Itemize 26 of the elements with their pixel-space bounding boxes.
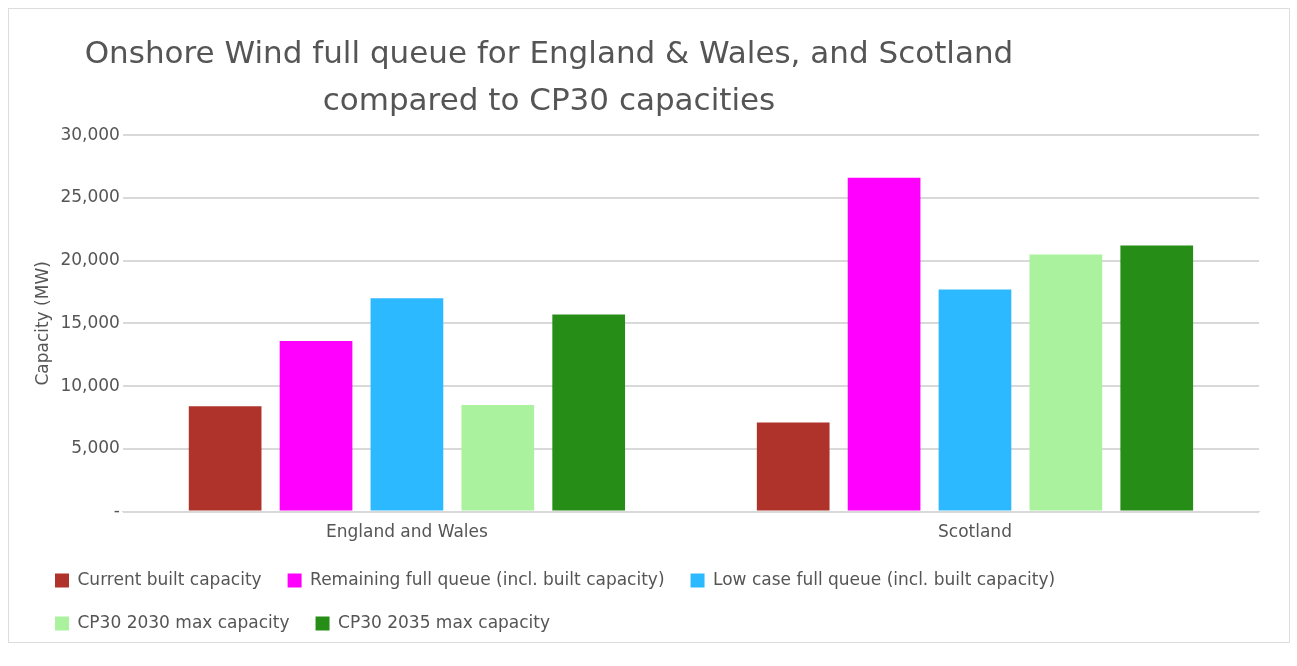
bar (756, 422, 830, 511)
x-tick-label: Scotland (938, 521, 1012, 542)
chart-title: Onshore Wind full queue for England & Wales, and Scotland compared to CP30 capacities (83, 33, 1015, 119)
x-tick-label: England and Wales (325, 521, 489, 542)
y-tick-label: 25,000 (60, 186, 120, 207)
y-tick-label: 5,000 (71, 437, 120, 458)
bar (370, 298, 444, 511)
bar (279, 340, 353, 511)
legend-label: CP30 2030 max capacity (77, 611, 290, 632)
bar (1029, 254, 1103, 511)
bar (847, 177, 921, 511)
legend-label: Low case full queue (incl. built capacity) (713, 568, 1056, 589)
y-tick-label: 10,000 (60, 374, 120, 395)
legend-label: Current built capacity (77, 568, 262, 589)
legend-label: CP30 2035 max capacity (338, 611, 551, 632)
y-axis-title: Capacity (MW) (31, 261, 52, 386)
y-tick-label: 30,000 (60, 123, 120, 144)
legend-label: Remaining full queue (incl. built capacity) (310, 568, 665, 589)
bar (1120, 245, 1194, 511)
bar (938, 289, 1012, 511)
y-tick-label: 15,000 (60, 311, 120, 332)
bar (188, 406, 262, 511)
y-tick-label: 20,000 (60, 249, 120, 270)
y-tick-label: - (113, 500, 120, 521)
bar (552, 314, 626, 511)
bar (461, 404, 535, 511)
